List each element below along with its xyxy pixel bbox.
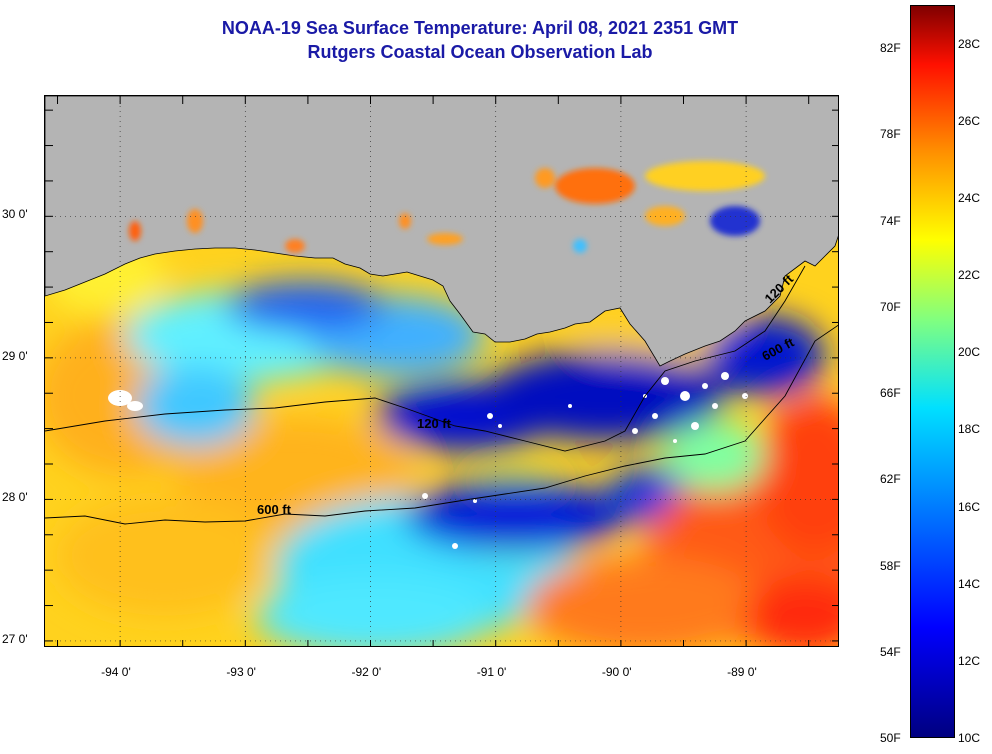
sst-field xyxy=(45,201,838,646)
sst-map-canvas: 120 ft 600 ft 600 ft 120 ft xyxy=(45,96,838,646)
land-mass xyxy=(45,96,838,367)
colorbar-f-label: 58F xyxy=(880,558,901,573)
colorbar-c-label: 26C xyxy=(958,113,981,128)
lon-tick-label: -89 0' xyxy=(727,665,757,679)
colorbar-c-label: 28C xyxy=(958,36,981,51)
colorbar-f-label: 54F xyxy=(880,644,901,659)
sst-map: 120 ft 600 ft 600 ft 120 ft xyxy=(44,95,839,647)
colorbar-c-label: 16C xyxy=(958,499,981,514)
colorbar-c-label: 10C xyxy=(958,731,981,745)
contour-120ft xyxy=(45,265,806,452)
cloud-mask xyxy=(108,372,748,549)
lon-tick-label: -94 0' xyxy=(101,665,131,679)
bathymetry-contours xyxy=(45,265,838,525)
contour-label-600ft-west: 600 ft xyxy=(257,502,292,517)
frame-tick-marks xyxy=(45,96,838,646)
temperature-colorbar xyxy=(910,5,955,738)
colorbar-f-label: 78F xyxy=(880,127,901,142)
colorbar-f-label: 82F xyxy=(880,41,901,56)
colorbar-f-label: 62F xyxy=(880,472,901,487)
colorbar-c-label: 22C xyxy=(958,268,981,283)
inland-water xyxy=(129,161,765,253)
colorbar-c-label: 24C xyxy=(958,190,981,205)
lon-tick-label: -92 0' xyxy=(351,665,382,679)
lon-tick-label: -93 0' xyxy=(226,665,256,679)
colorbar-f-label: 70F xyxy=(880,299,901,314)
map-title: NOAA-19 Sea Surface Temperature: April 0… xyxy=(40,16,920,64)
lon-tick-label: -90 0' xyxy=(601,665,632,679)
title-line-1: NOAA-19 Sea Surface Temperature: April 0… xyxy=(221,18,739,38)
colorbar-f-label: 66F xyxy=(880,386,901,401)
lon-tick-label: -91 0' xyxy=(476,665,507,679)
colorbar-c-label: 14C xyxy=(958,576,981,591)
colorbar-c-label: 18C xyxy=(958,422,981,437)
colorbar-f-label: 50F xyxy=(880,731,901,745)
lat-tick-label: 28 0' xyxy=(2,490,28,505)
lat-tick-label: 29 0' xyxy=(2,348,28,363)
colorbar-f-label: 74F xyxy=(880,213,901,228)
contour-label-120ft: 120 ft xyxy=(417,416,452,431)
title-line-2: Rutgers Coastal Ocean Observation Lab xyxy=(307,42,653,62)
colorbar-c-label: 20C xyxy=(958,345,981,360)
lat-tick-label: 27 0' xyxy=(2,631,28,646)
colorbar-c-label: 12C xyxy=(958,653,981,668)
contour-600ft xyxy=(45,324,838,525)
lat-tick-label: 30 0' xyxy=(2,207,28,222)
graticule xyxy=(45,96,838,646)
